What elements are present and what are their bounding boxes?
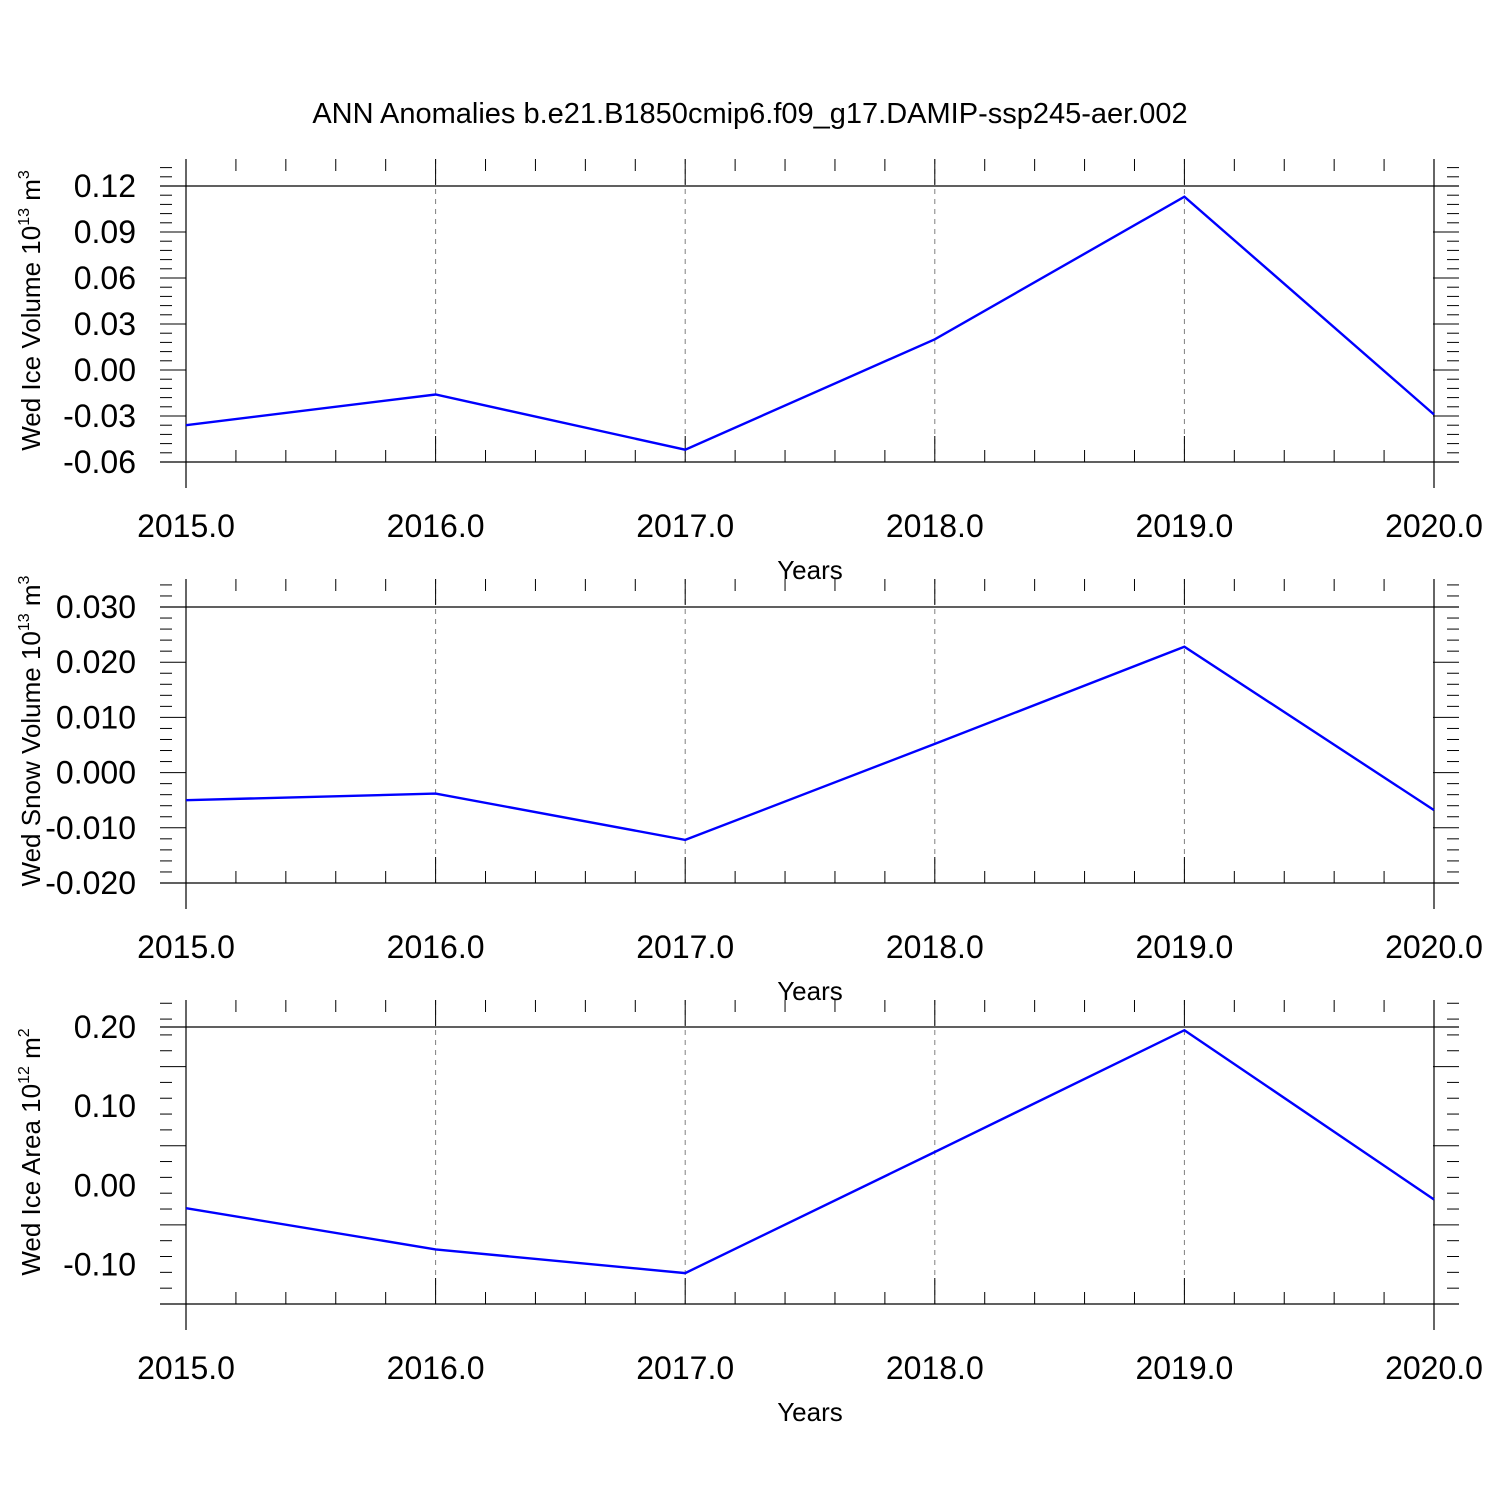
chart-title: ANN Anomalies b.e21.B1850cmip6.f09_g17.D… bbox=[312, 98, 1187, 130]
y-axis-label-unit-exponent: 3 bbox=[16, 575, 33, 584]
y-axis-label-unit: m bbox=[16, 179, 46, 208]
x-tick-label: 2017.0 bbox=[636, 1350, 734, 1386]
y-tick-label: -0.03 bbox=[63, 398, 136, 434]
y-tick-label: 0.20 bbox=[74, 1009, 136, 1045]
chart-panel-2: -0.020 -0.010 0.000 0.010 0.020 0.030 2015.0 20… bbox=[16, 575, 1483, 1006]
x-tick-label: 2017.0 bbox=[636, 508, 734, 544]
y-tick-label: 0.010 bbox=[56, 699, 136, 735]
x-tick-label: 2018.0 bbox=[886, 1350, 984, 1386]
y-tick-label: -0.010 bbox=[45, 810, 136, 846]
y-axis-label-unit: m bbox=[16, 584, 46, 613]
y-axis-label: Wed Ice Volume 1013 m3 bbox=[16, 170, 46, 451]
chart-panel-3: -0.10 0.00 0.10 0.20 2015.0 2016.0 2017.0 2018.… bbox=[16, 1000, 1483, 1427]
x-tick-label: 2016.0 bbox=[387, 508, 485, 544]
y-axis-label-text: Wed Ice Area 10 bbox=[16, 1084, 46, 1276]
x-tick-label: 2020.0 bbox=[1385, 508, 1483, 544]
y-tick-label: 0.03 bbox=[74, 306, 136, 342]
x-tick-label: 2018.0 bbox=[886, 508, 984, 544]
x-axis-label: Years bbox=[777, 1397, 843, 1427]
y-axis-label-unit-exponent: 3 bbox=[16, 170, 33, 179]
y-axis-label-exponent: 13 bbox=[16, 208, 33, 226]
y-tick-label: 0.10 bbox=[74, 1088, 136, 1124]
y-axis-label-text: Wed Snow Volume 10 bbox=[16, 631, 46, 886]
x-tick-label: 2016.0 bbox=[387, 929, 485, 965]
chart-panel-1: -0.06 -0.03 0.00 0.03 0.06 0.09 0.12 2015.0 2016… bbox=[16, 159, 1483, 585]
y-axis-label-unit: m bbox=[16, 1037, 46, 1066]
series-line bbox=[185, 195, 1435, 451]
panels: -0.06 -0.03 0.00 0.03 0.06 0.09 0.12 2015.0 2016… bbox=[16, 159, 1483, 1427]
y-tick-label: -0.020 bbox=[45, 865, 136, 901]
x-tick-label: 2020.0 bbox=[1385, 1350, 1483, 1386]
y-tick-label: -0.06 bbox=[63, 444, 136, 480]
y-axis-label-exponent: 13 bbox=[16, 613, 33, 631]
y-tick-label: 0.00 bbox=[74, 352, 136, 388]
y-tick-label: 0.09 bbox=[74, 214, 136, 250]
y-tick-label: 0.000 bbox=[56, 755, 136, 791]
y-tick-label: 0.06 bbox=[74, 260, 136, 296]
x-tick-label: 2015.0 bbox=[137, 929, 235, 965]
y-axis-label: Wed Snow Volume 1013 m3 bbox=[16, 575, 46, 886]
y-axis-label-text: Wed Ice Volume 10 bbox=[16, 226, 46, 451]
y-axis-label-unit-exponent: 2 bbox=[16, 1028, 33, 1037]
x-tick-label: 2019.0 bbox=[1135, 1350, 1233, 1386]
y-axis-label-exponent: 12 bbox=[16, 1066, 33, 1084]
series-line bbox=[185, 1028, 1435, 1275]
x-tick-label: 2016.0 bbox=[387, 1350, 485, 1386]
x-tick-label: 2015.0 bbox=[137, 1350, 235, 1386]
x-tick-label: 2018.0 bbox=[886, 929, 984, 965]
x-tick-label: 2017.0 bbox=[636, 929, 734, 965]
y-tick-label: -0.10 bbox=[63, 1246, 136, 1282]
x-axis-label: Years bbox=[777, 555, 843, 585]
y-tick-label: 0.030 bbox=[56, 589, 136, 625]
x-tick-label: 2015.0 bbox=[137, 508, 235, 544]
y-tick-label: 0.12 bbox=[74, 168, 136, 204]
series-line bbox=[185, 645, 1435, 842]
x-tick-label: 2020.0 bbox=[1385, 929, 1483, 965]
y-tick-label: 0.00 bbox=[74, 1167, 136, 1203]
x-tick-label: 2019.0 bbox=[1135, 508, 1233, 544]
x-axis-label: Years bbox=[777, 976, 843, 1006]
y-tick-label: 0.020 bbox=[56, 644, 136, 680]
y-axis-label: Wed Ice Area 1012 m2 bbox=[16, 1028, 46, 1275]
x-tick-label: 2019.0 bbox=[1135, 929, 1233, 965]
